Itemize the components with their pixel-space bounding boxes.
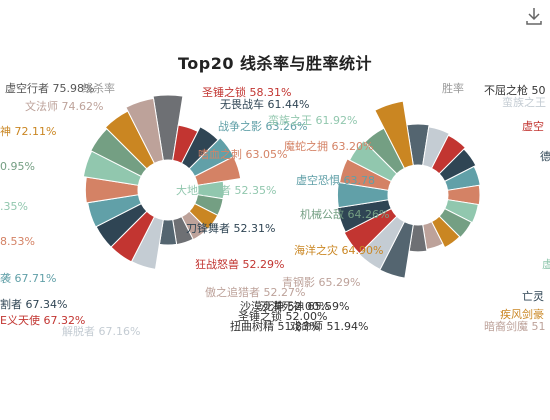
left-label-11: 无畏战车 61.44%: [220, 97, 309, 111]
left-label-13: 嗜血之刺 63.05%: [198, 147, 287, 161]
hole-0: [138, 160, 198, 220]
left-label-20: 扭曲树精 51.83%: [230, 319, 319, 333]
left-label-12: 战争之影 63.26%: [218, 119, 307, 133]
left-label-15: 刀锋舞者 52.31%: [186, 222, 275, 235]
right-label-2: 蛮族之王: [502, 95, 546, 109]
right-label-12: 海洋之灾 64.90%: [294, 243, 383, 257]
left-label-16: 狂战怒兽 52.29%: [195, 257, 284, 271]
left-label-19: 圣锤之锁 52.00%: [238, 309, 327, 323]
right-label-16: 蛮族之王 61.92%: [268, 113, 357, 127]
left-label-17: 傲之追猎者 52.27%: [205, 285, 305, 299]
hole-1: [388, 165, 448, 225]
right-label-4: 德: [540, 149, 550, 163]
left-series-name: 线杀率: [82, 81, 115, 95]
right-label-0: 胜率: [442, 81, 464, 95]
right-label-9: 戏命师 51.94%: [290, 319, 368, 333]
left-label-5: 8.53%: [0, 235, 35, 248]
left-label-2: 神 72.11%: [0, 124, 56, 138]
left-label-8: E义天使 67.32%: [0, 314, 85, 327]
rose-series-0: [82, 94, 242, 270]
right-label-8: 暗裔剑魔 51: [484, 319, 546, 333]
right-label-1: 不屈之枪 50: [484, 83, 546, 97]
rose-series-1: [336, 100, 481, 279]
left-label-7: 割者 67.34%: [0, 297, 67, 311]
right-label-10: 沙漠死神 65.59%: [260, 299, 349, 313]
right-label-7: 疾风剑豪: [500, 307, 544, 321]
right-label-5: 虚: [542, 258, 550, 271]
right-label-3: 虚空: [522, 119, 544, 133]
left-label-0: 虚空行者 75.98%: [5, 81, 94, 95]
left-label-1: 文法师 74.62%: [25, 99, 103, 113]
left-label-18: 沙漠死神 52.00%: [240, 299, 329, 313]
right-label-6: 亡灵: [522, 289, 544, 303]
right-label-13: 机械公敌 64.26%: [300, 207, 389, 221]
left-label-3: 0.95%: [0, 160, 35, 173]
right-label-14: 虚空恐惧 63.78: [296, 173, 375, 187]
left-label-6: 袭 67.71%: [0, 271, 56, 285]
left-label-14: 大地守护者 52.35%: [176, 183, 276, 197]
chart-title: Top20 线杀率与胜率统计: [177, 54, 373, 73]
right-label-11: 青钢影 65.29%: [282, 276, 360, 289]
download-icon[interactable]: [524, 6, 544, 26]
left-label-10: 圣锤之锁 58.31%: [202, 85, 291, 99]
left-label-4: .35%: [0, 200, 28, 213]
left-label-9: 解脱者 67.16%: [62, 324, 140, 338]
right-label-15: 魔蛇之拥 63.20%: [284, 139, 373, 153]
